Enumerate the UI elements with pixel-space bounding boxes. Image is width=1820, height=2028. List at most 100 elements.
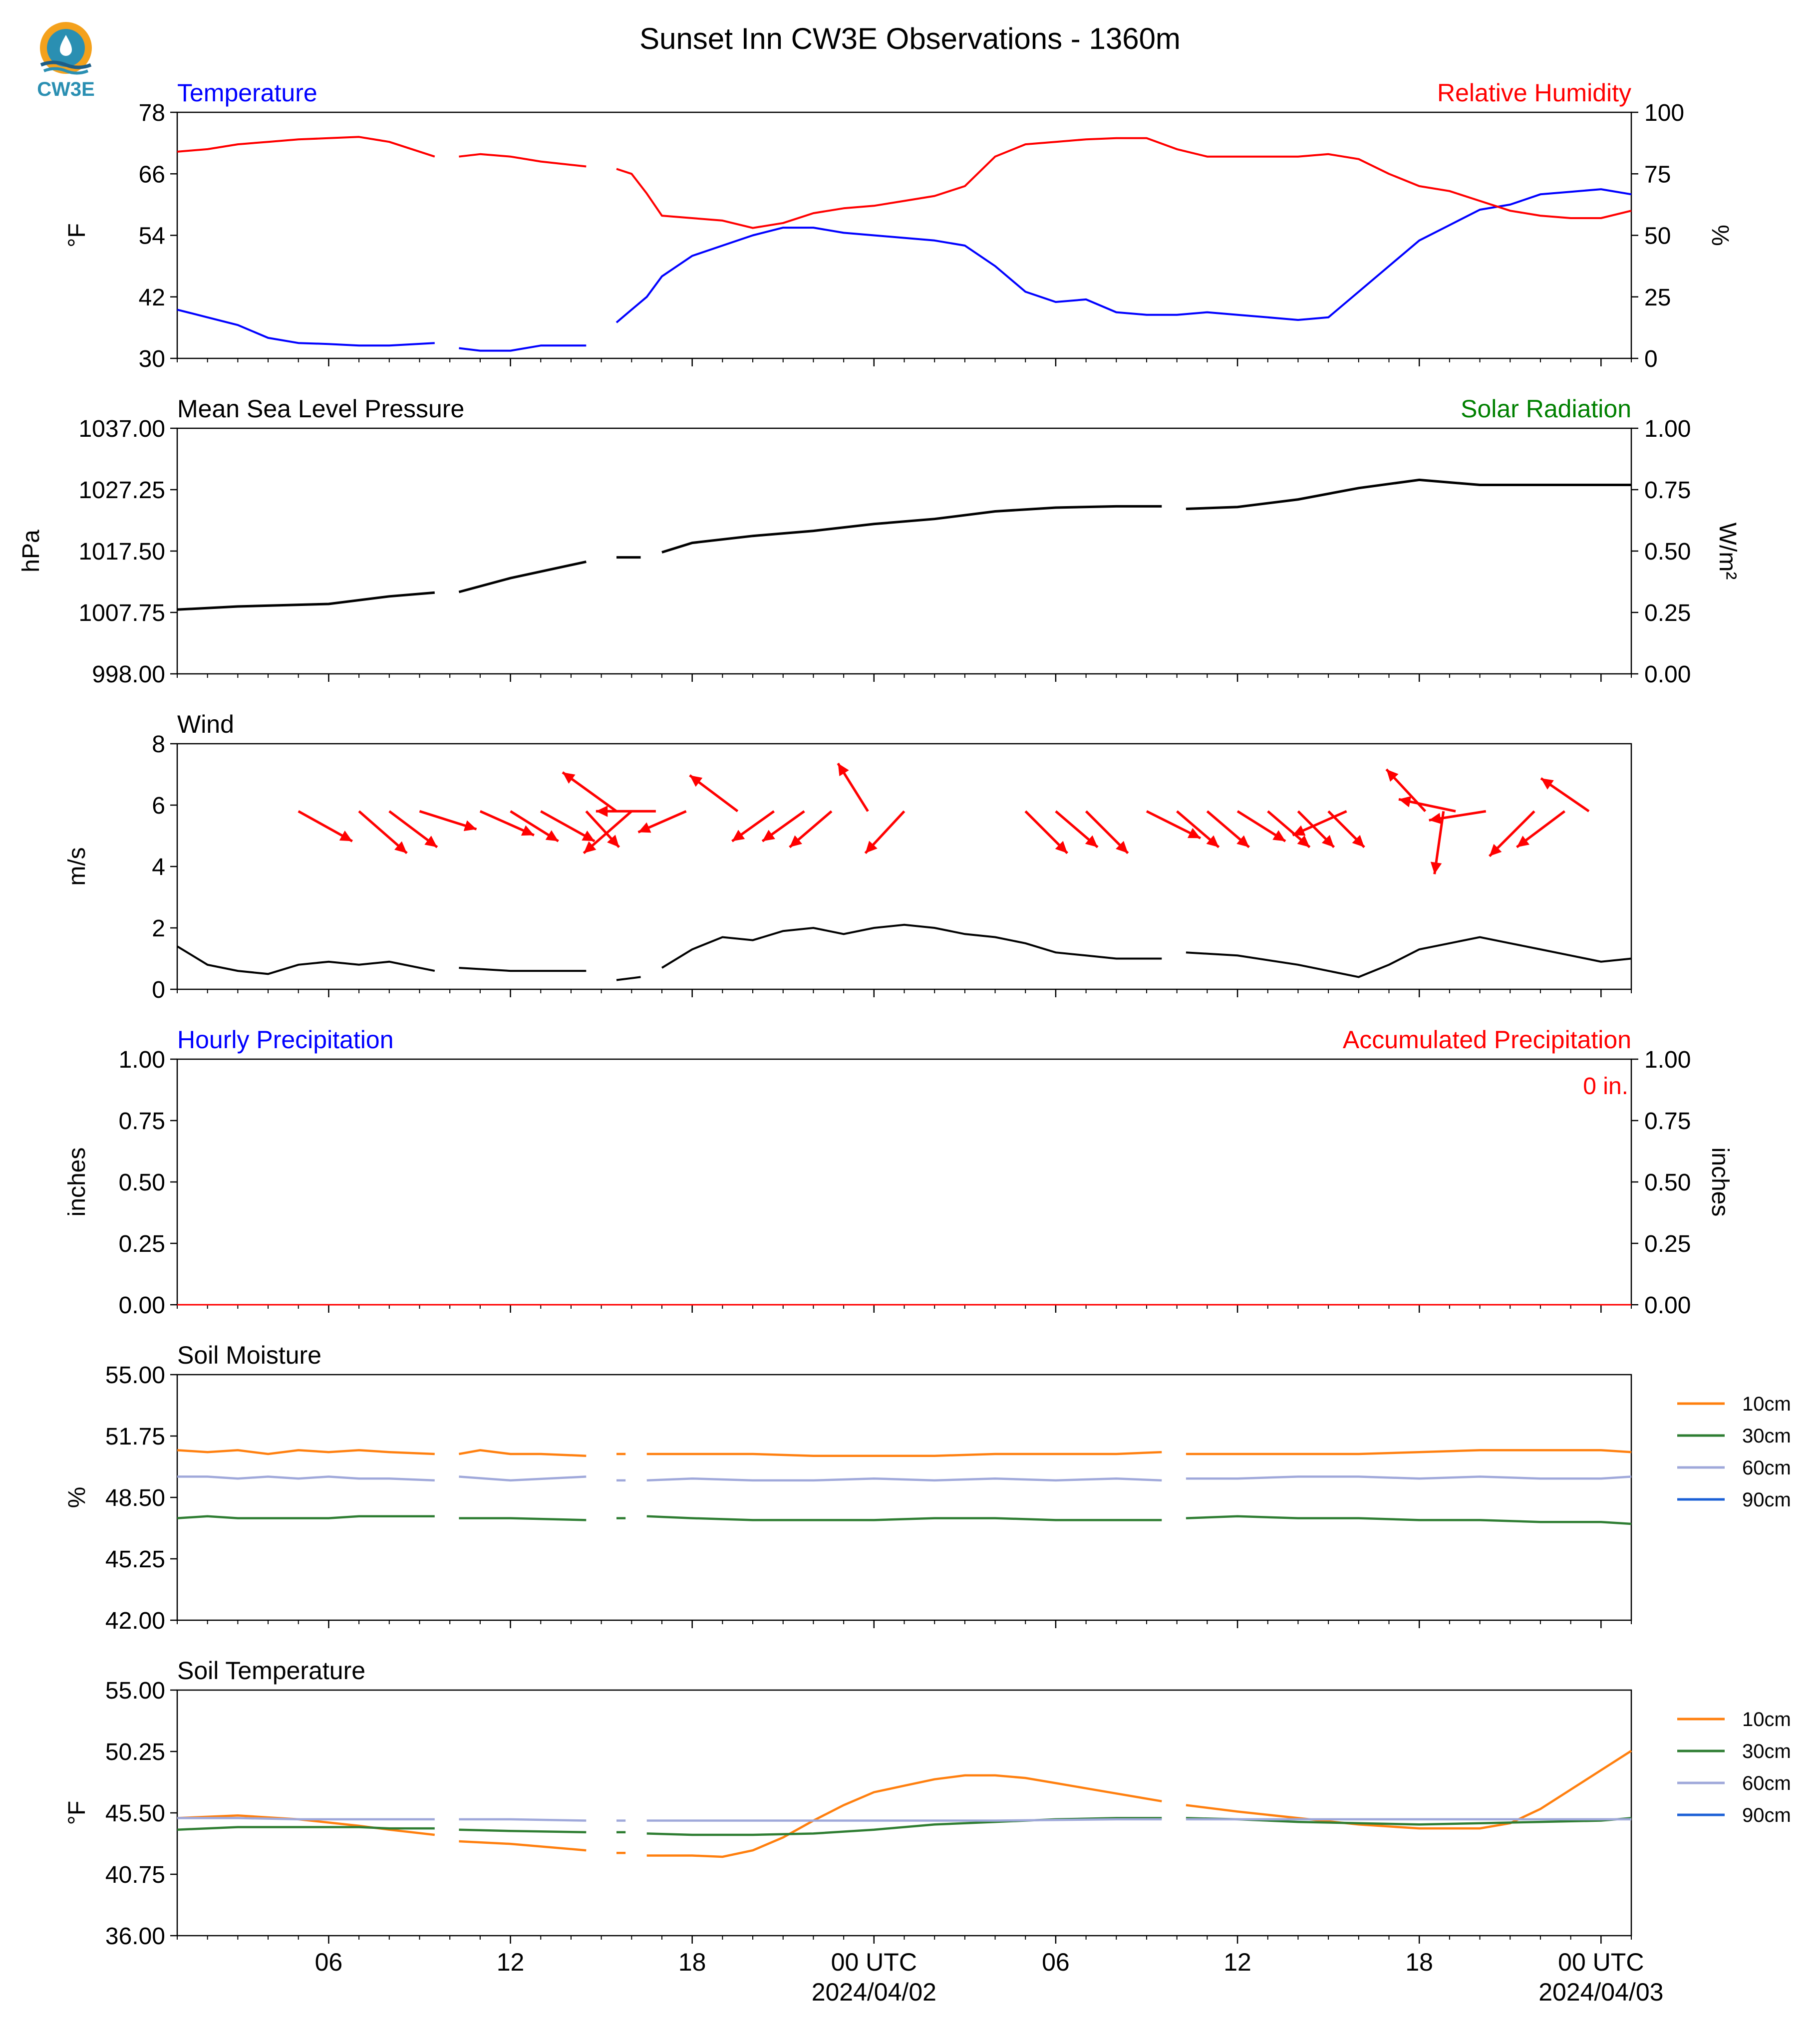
panel-temp_rh: Temperature Relative Humidity 78 66 54 42 30 10… <box>64 79 1733 372</box>
wind-arrow-head <box>732 830 745 842</box>
legend-label: 90cm <box>1742 1489 1791 1511</box>
plot-frame <box>176 1058 1632 1306</box>
panel-pressure: Mean Sea Level Pressure Solar Radiation 10… <box>18 395 1741 688</box>
plot-frame <box>176 111 1632 359</box>
y-tick-label: 0.75 <box>119 1108 165 1135</box>
panel-soil_temp: Soil Temperature 55.00 50.25 45.50 40.75 36.0… <box>64 1657 1791 2006</box>
wind-arrow-head <box>1352 835 1365 848</box>
cw3e-logo: CW3E <box>37 22 95 100</box>
panel-title-left: Mean Sea Level Pressure <box>177 395 464 423</box>
y-tick-label: 40.75 <box>105 1862 165 1888</box>
soil-line-30cm <box>177 1515 1632 1525</box>
wind-arrow-head <box>1429 813 1442 824</box>
y2-tick-label: 1.00 <box>1644 416 1691 442</box>
wind-arrow-head <box>638 822 651 833</box>
y2-tick-label: 0 <box>1644 346 1658 372</box>
wind-arrow-head <box>424 836 437 848</box>
x-tick-label: 18 <box>1405 1948 1433 1976</box>
wind-arrow-head <box>1292 825 1306 836</box>
legend-label: 60cm <box>1742 1772 1791 1794</box>
legend-label: 90cm <box>1742 1804 1791 1826</box>
y2-tick-label: 0.50 <box>1644 1169 1691 1196</box>
y-tick-label: 66 <box>139 161 165 188</box>
wind-arrow-head <box>521 825 534 836</box>
wind-arrow-head <box>762 830 775 842</box>
y-tick-label: 30 <box>139 346 165 372</box>
wind-arrow-head <box>789 835 802 848</box>
y2-tick-label: 0.50 <box>1644 539 1691 565</box>
y-tick-label: 0 <box>152 977 165 1003</box>
y-tick-label: 48.50 <box>105 1485 165 1511</box>
y2-tick-label: 0.75 <box>1644 1108 1691 1135</box>
wind-arrow-head <box>1188 828 1201 839</box>
soil-line-30cm <box>177 1817 1632 1836</box>
y-tick-label: 50.25 <box>105 1739 165 1765</box>
legend-label: 30cm <box>1742 1425 1791 1447</box>
soil-line-10cm <box>177 1449 1632 1457</box>
x-date-label: 2024/04/02 <box>812 1978 936 2006</box>
panel-title-right: Accumulated Precipitation <box>1343 1026 1631 1054</box>
plot-frame <box>176 1689 1632 1937</box>
y-tick-label: 1.00 <box>119 1047 165 1073</box>
logo-text: CW3E <box>37 78 95 100</box>
wind-arrow-head <box>1206 835 1219 848</box>
wind-arrow-head <box>1517 836 1530 848</box>
wind-arrow-head <box>1430 862 1442 874</box>
accum-precip-total: 0 in. <box>1583 1073 1628 1100</box>
wind-arrow-head <box>865 841 878 854</box>
wind-arrow-head <box>1272 830 1286 842</box>
y-tick-label: 55.00 <box>105 1678 165 1704</box>
y-axis-label: °F <box>64 1801 90 1825</box>
y2-tick-label: 0.25 <box>1644 600 1691 626</box>
y-tick-label: 1027.25 <box>78 477 165 504</box>
panel-wind: Wind 8 6 4 2 0 m/s <box>64 710 1632 1003</box>
y-tick-label: 0.00 <box>119 1292 165 1319</box>
panel-precip: Hourly Precipitation Accumulated Precipit… <box>64 1026 1733 1319</box>
y-tick-label: 0.50 <box>119 1169 165 1196</box>
panel-title-left: Soil Moisture <box>177 1341 321 1369</box>
panel-title-left: Hourly Precipitation <box>177 1026 394 1054</box>
x-tick-label: 18 <box>678 1948 706 1976</box>
x-tick-label: 00 UTC <box>1558 1948 1644 1976</box>
legend-label: 30cm <box>1742 1740 1791 1762</box>
panel-title-right: Solar Radiation <box>1461 395 1631 423</box>
y-tick-label: 0.25 <box>119 1231 165 1257</box>
wind-arrow-head <box>1386 769 1399 782</box>
y2-axis-label: % <box>1707 225 1733 246</box>
x-date-label: 2024/04/03 <box>1538 1978 1663 2006</box>
x-tick-label: 00 UTC <box>831 1948 917 1976</box>
y-tick-label: 8 <box>152 731 165 758</box>
water-drop-icon <box>60 35 72 56</box>
x-tick-label: 12 <box>1223 1948 1251 1976</box>
y2-axis-label: W/m² <box>1714 523 1741 580</box>
legend-label: 10cm <box>1742 1709 1791 1731</box>
y-axis-label: hPa <box>18 530 44 573</box>
soil-line-60cm <box>177 1475 1632 1482</box>
wind-arrow-head <box>1085 835 1098 848</box>
y2-tick-label: 0.00 <box>1644 661 1691 688</box>
y2-tick-label: 50 <box>1644 223 1671 250</box>
wind-arrow-head <box>582 831 595 842</box>
y-axis-label: m/s <box>64 847 90 885</box>
wind-arrow-head <box>463 820 477 832</box>
wind-arrow-head <box>545 830 559 842</box>
plot-frame <box>176 427 1632 675</box>
y2-tick-label: 0.00 <box>1644 1292 1691 1319</box>
panel-title-left: Soil Temperature <box>177 1657 365 1685</box>
wind-arrow-head <box>607 835 619 848</box>
wind-arrow-head <box>1489 844 1502 857</box>
wind-arrow-head <box>1236 835 1249 848</box>
wind-arrow-head <box>1116 841 1128 854</box>
wind-arrow-head <box>1297 835 1310 848</box>
y-tick-label: 78 <box>139 100 165 126</box>
y-tick-label: 36.00 <box>105 1923 165 1950</box>
wind-arrow-head <box>838 763 849 777</box>
y-tick-label: 4 <box>152 854 165 880</box>
wind-speed-line <box>176 923 1632 981</box>
x-tick-label: 06 <box>315 1948 343 1976</box>
y-tick-label: 45.25 <box>105 1546 165 1573</box>
soil-line-60cm <box>177 1817 1631 1822</box>
wind-arrow-head <box>1055 841 1068 854</box>
y-tick-label: 1007.75 <box>78 600 165 626</box>
